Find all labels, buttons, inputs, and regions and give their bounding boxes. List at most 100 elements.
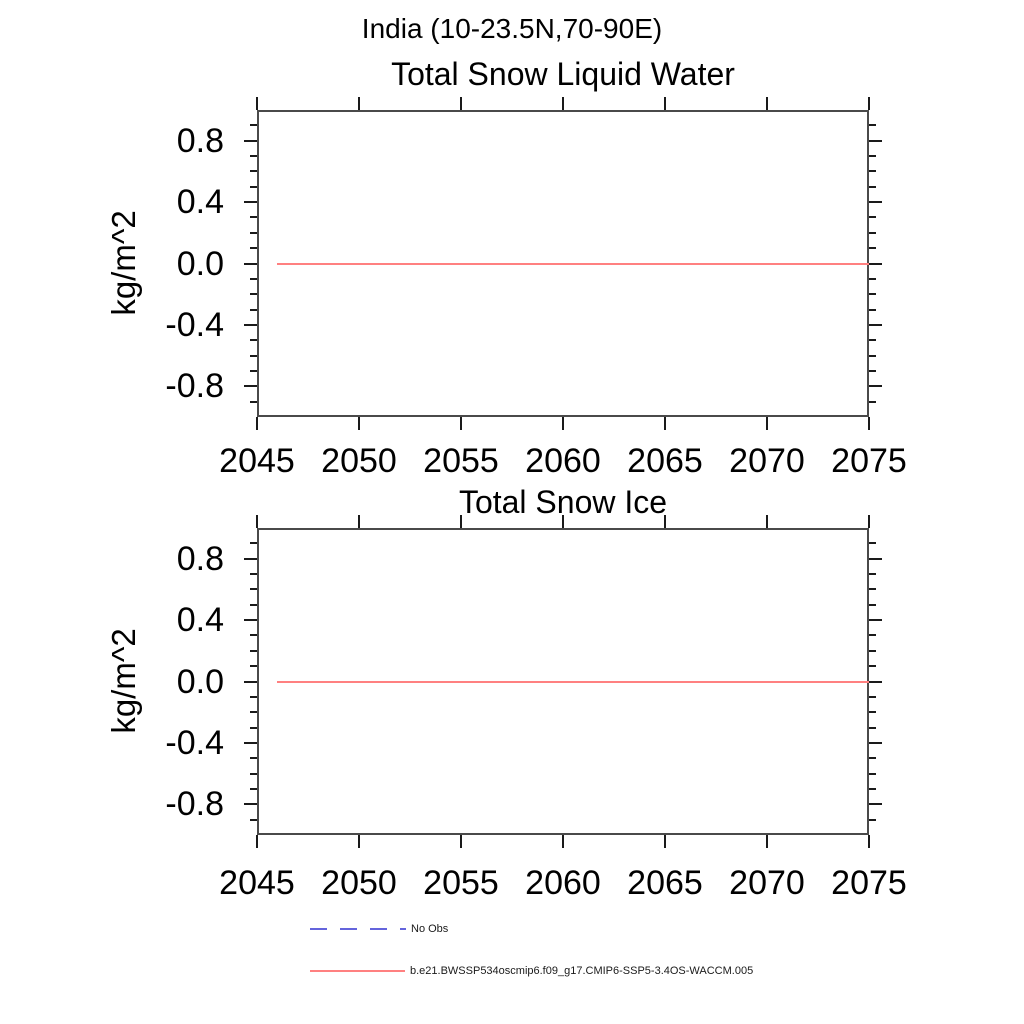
legend-line-solid xyxy=(310,970,405,972)
x-tick xyxy=(358,417,360,430)
x-tick xyxy=(664,97,666,110)
y-tick xyxy=(250,573,257,576)
y-tick xyxy=(250,695,257,698)
x-tick-label: 2045 xyxy=(219,864,295,902)
y-tick xyxy=(250,231,257,234)
y-tick xyxy=(869,385,882,388)
y-tick xyxy=(869,557,882,560)
y-tick-label: -0.4 xyxy=(165,723,224,762)
y-tick xyxy=(869,619,882,622)
figure-title: India (10-23.5N,70-90E) xyxy=(361,13,663,44)
y-tick xyxy=(244,385,257,388)
x-tick xyxy=(664,835,666,848)
x-tick-label: 2055 xyxy=(423,442,499,480)
y-tick xyxy=(869,711,876,714)
x-tick xyxy=(766,835,768,848)
y-tick xyxy=(869,741,882,744)
y-tick xyxy=(869,231,876,234)
x-tick xyxy=(562,515,564,528)
y-tick xyxy=(869,155,876,158)
x-tick xyxy=(256,417,258,430)
x-tick xyxy=(256,97,258,110)
y-tick xyxy=(244,803,257,806)
y-tick xyxy=(250,400,257,403)
y-tick xyxy=(250,649,257,652)
y-tick-label: 0.8 xyxy=(176,121,224,160)
x-tick xyxy=(868,417,870,430)
y-tick xyxy=(869,369,876,372)
x-tick-label: 2050 xyxy=(321,442,397,480)
y-tick xyxy=(244,262,257,265)
y-tick xyxy=(250,308,257,311)
y-tick xyxy=(869,726,876,729)
x-tick xyxy=(256,835,258,848)
x-tick xyxy=(358,515,360,528)
x-tick xyxy=(562,97,564,110)
y-tick-label: -0.4 xyxy=(165,305,224,344)
y-tick xyxy=(869,124,876,127)
y-tick xyxy=(244,619,257,622)
y-tick xyxy=(869,603,876,606)
y-tick xyxy=(869,665,876,668)
y-tick xyxy=(869,649,876,652)
y-tick xyxy=(869,170,876,173)
y-tick-label: 0.0 xyxy=(176,244,224,283)
legend-label: No Obs xyxy=(411,923,449,935)
chart-title-total-snow-ice: Total Snow Ice xyxy=(458,484,668,520)
y-tick xyxy=(869,247,876,250)
y-tick xyxy=(869,803,882,806)
x-tick xyxy=(256,515,258,528)
y-tick xyxy=(250,124,257,127)
x-tick-label: 2075 xyxy=(831,864,907,902)
x-tick-label: 2045 xyxy=(219,442,295,480)
y-tick xyxy=(250,216,257,219)
y-tick xyxy=(250,185,257,188)
y-tick xyxy=(250,787,257,790)
x-tick-label: 2075 xyxy=(831,442,907,480)
y-tick xyxy=(244,323,257,326)
x-tick xyxy=(460,835,462,848)
y-tick xyxy=(869,277,876,280)
y-tick xyxy=(250,634,257,637)
x-tick xyxy=(562,835,564,848)
y-tick xyxy=(869,680,882,683)
y-tick xyxy=(250,665,257,668)
y-tick-label: -0.8 xyxy=(165,367,224,406)
y-tick-label: 0.0 xyxy=(176,662,224,701)
y-tick xyxy=(869,757,876,760)
x-tick-label: 2065 xyxy=(627,442,703,480)
series-line xyxy=(277,262,869,265)
y-tick-label: 0.4 xyxy=(176,183,224,222)
y-tick xyxy=(250,603,257,606)
y-tick xyxy=(869,139,882,142)
y-tick xyxy=(869,634,876,637)
x-tick xyxy=(358,97,360,110)
y-tick xyxy=(869,201,882,204)
x-tick xyxy=(868,835,870,848)
legend-entry-no-obs: No Obs xyxy=(310,921,448,937)
y-tick xyxy=(250,588,257,591)
x-tick-label: 2070 xyxy=(729,864,805,902)
series-line xyxy=(277,680,869,683)
y-tick xyxy=(869,339,876,342)
y-tick xyxy=(869,185,876,188)
y-tick xyxy=(869,787,876,790)
y-tick xyxy=(869,573,876,576)
legend-line-dashed xyxy=(310,928,406,930)
y-tick xyxy=(244,557,257,560)
y-tick xyxy=(250,726,257,729)
x-tick-label: 2070 xyxy=(729,442,805,480)
y-tick xyxy=(869,293,876,296)
y-tick xyxy=(869,588,876,591)
y-tick-label: 0.8 xyxy=(176,539,224,578)
x-tick xyxy=(460,417,462,430)
y-tick xyxy=(869,400,876,403)
y-tick xyxy=(250,247,257,250)
legend-label: b.e21.BWSSP534oscmip6.f09_g17.CMIP6-SSP5… xyxy=(410,965,754,977)
y-tick xyxy=(250,277,257,280)
x-tick xyxy=(766,515,768,528)
x-tick xyxy=(460,515,462,528)
x-tick-label: 2060 xyxy=(525,442,601,480)
y-tick xyxy=(250,818,257,821)
